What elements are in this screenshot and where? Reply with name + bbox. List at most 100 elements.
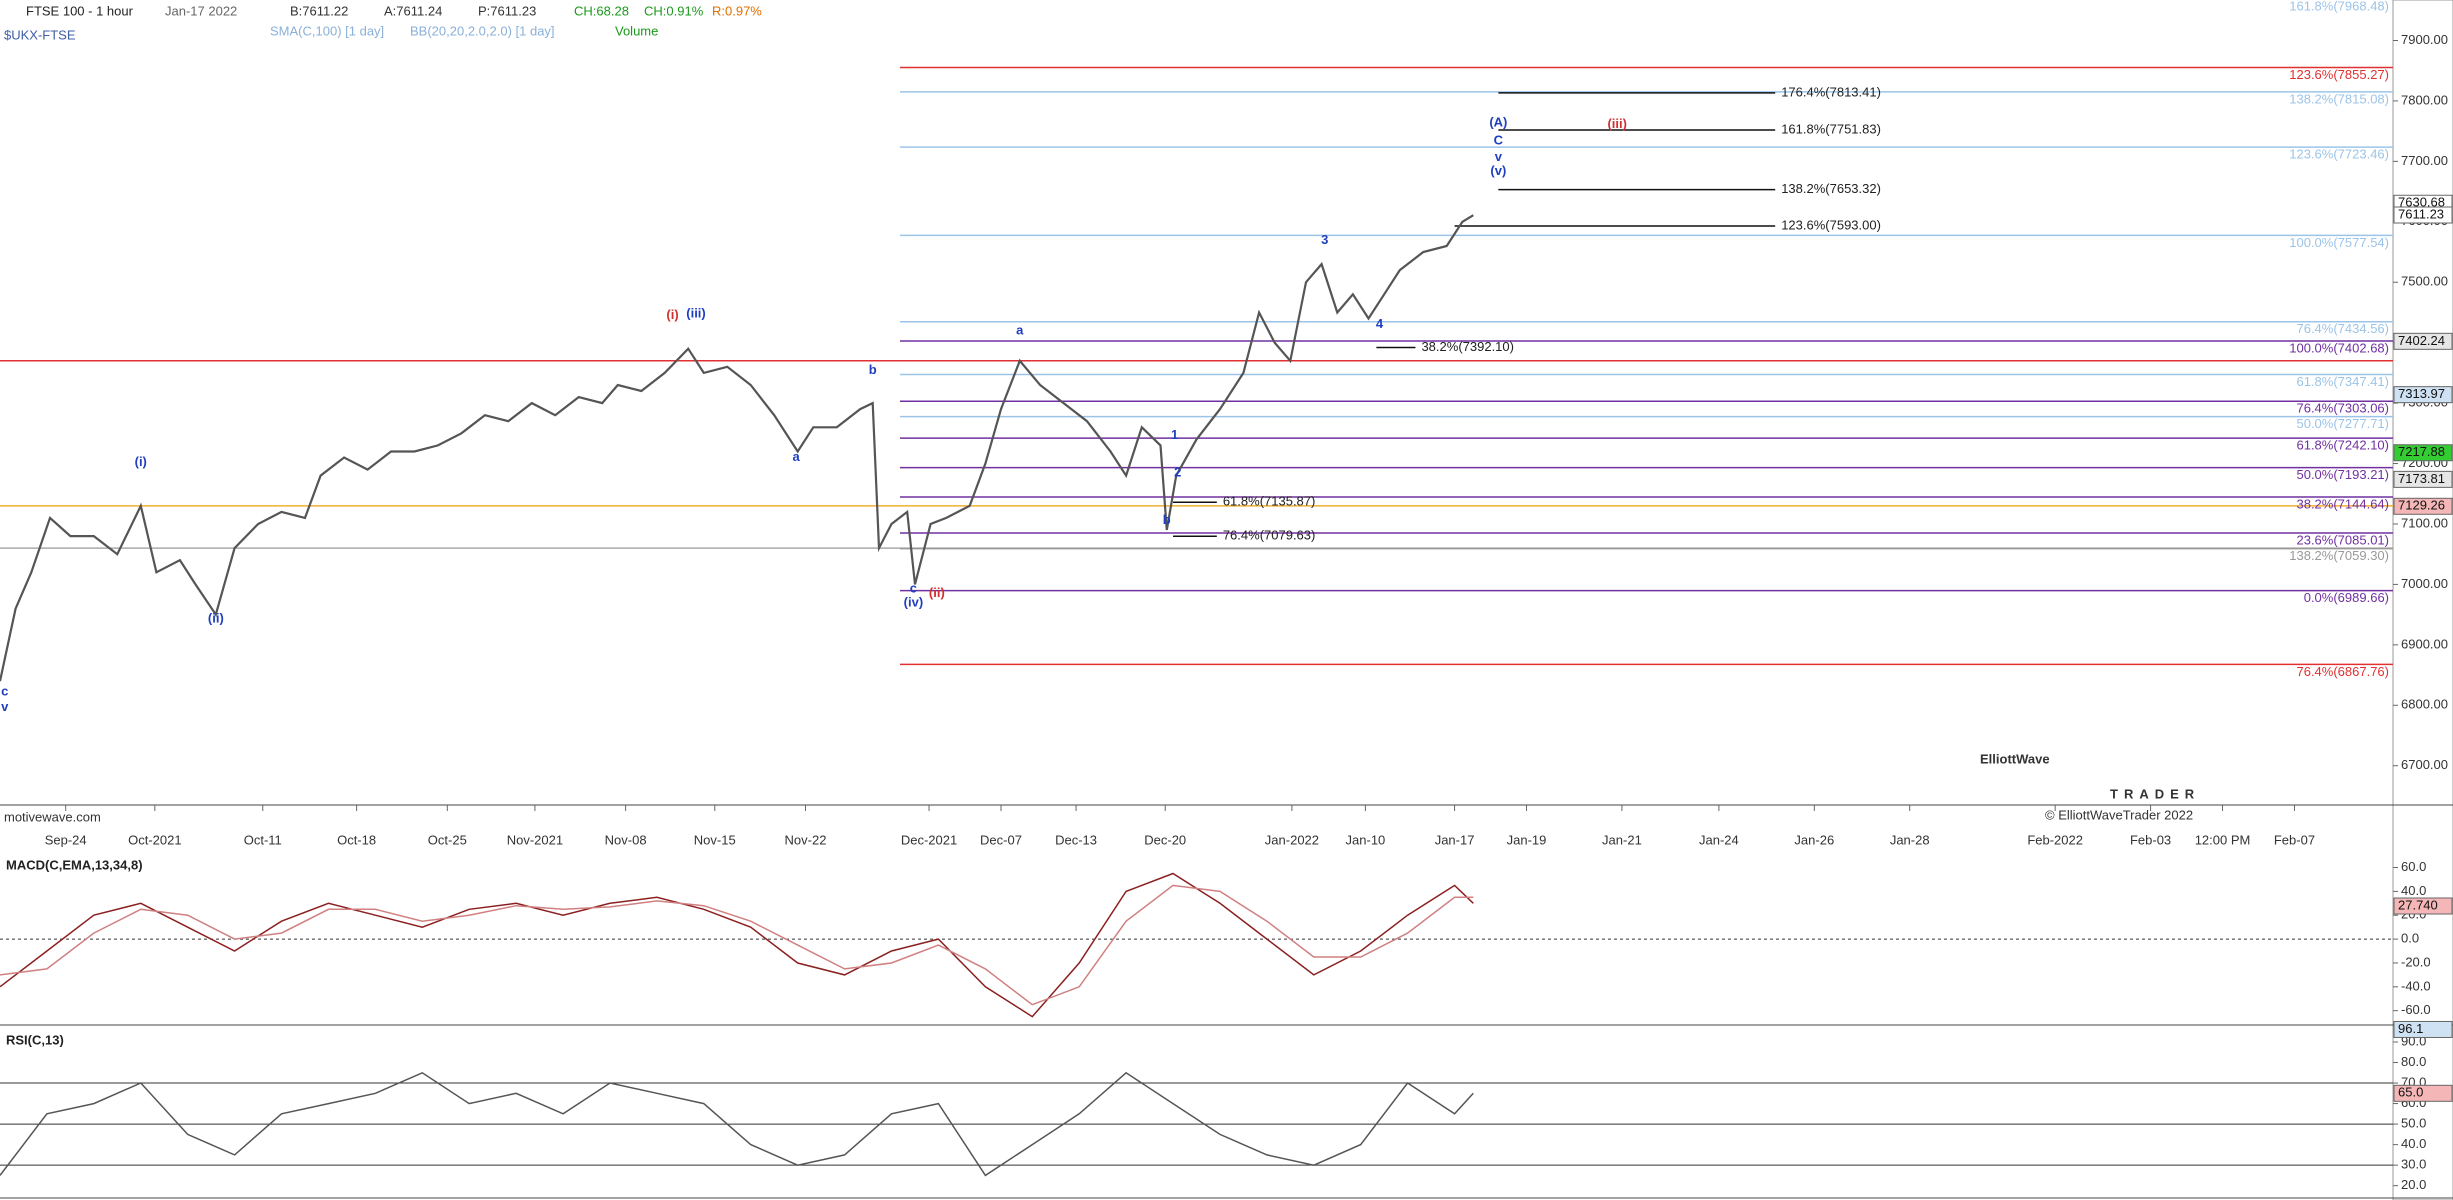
price-tag-label: 7129.26 — [2398, 498, 2445, 513]
price-tag-label: 7611.23 — [2398, 206, 2444, 221]
x-tick-label: Feb-07 — [2274, 832, 2315, 847]
x-tick-label: Oct-25 — [428, 832, 467, 847]
y-tick-label: 6800.00 — [2401, 697, 2448, 712]
wave-label: (i) — [666, 307, 678, 322]
wave-label: b — [869, 362, 877, 377]
y-tick-label: 60.0 — [2401, 859, 2426, 874]
price-tag — [2393, 1020, 2453, 1038]
y-tick-label: 7700.00 — [2401, 153, 2448, 168]
wave-label: c — [1, 683, 8, 698]
fib-label: 123.6%(7723.46) — [2289, 147, 2389, 162]
price-tag — [2393, 470, 2453, 488]
symbol: $UKX-FTSE — [4, 27, 76, 42]
price-tag — [2393, 386, 2453, 404]
projection-label: 161.8%(7751.83) — [1781, 121, 1881, 136]
price-tag — [2393, 497, 2453, 515]
x-tick-label: Jan-19 — [1507, 832, 1547, 847]
wave-label: 3 — [1321, 232, 1328, 247]
x-tick-label: Nov-2021 — [507, 832, 563, 847]
wave-label: (ii) — [208, 610, 224, 625]
wave-label: b — [1163, 512, 1171, 527]
y-tick-label: 20.0 — [2401, 1177, 2426, 1192]
x-tick-label: Dec-20 — [1144, 832, 1186, 847]
x-tick-label: Nov-22 — [785, 832, 827, 847]
logo: ElliottWave — [1980, 751, 2050, 766]
x-tick-label: Jan-2022 — [1265, 832, 1319, 847]
fib-label: 161.8%(7968.48) — [2289, 0, 2389, 14]
price-tag — [2393, 206, 2453, 224]
price-tag — [2393, 897, 2453, 915]
x-tick-label: Jan-28 — [1890, 832, 1930, 847]
wave-label: 1 — [1171, 427, 1178, 442]
projection-label: 138.2%(7653.32) — [1781, 181, 1881, 196]
y-tick-label: 7900.00 — [2401, 32, 2448, 47]
date: Jan-17 2022 — [165, 3, 237, 18]
price-tag — [2393, 444, 2453, 462]
series-line — [0, 884, 1474, 1006]
source: motivewave.com — [4, 809, 101, 824]
y-tick-label: -20.0 — [2401, 954, 2431, 969]
price-tag — [2393, 1084, 2453, 1102]
wave-label: v — [1495, 149, 1503, 164]
projection-label: 38.2%(7392.10) — [1421, 339, 1514, 354]
y-tick-label: 7500.00 — [2401, 274, 2448, 289]
y-tick-label: 6900.00 — [2401, 636, 2448, 651]
projection-label: 76.4%(7079.63) — [1223, 528, 1316, 543]
fib-label: 138.2%(7059.30) — [2289, 548, 2389, 563]
fib-label: 100.0%(7402.68) — [2289, 340, 2389, 355]
y-tick-label: 80.0 — [2401, 1054, 2426, 1069]
y-tick-label: 40.0 — [2401, 883, 2426, 898]
y-tick-label: -40.0 — [2401, 978, 2431, 993]
quote: CH:68.28 — [574, 3, 629, 18]
fib-label: 100.0%(7577.54) — [2289, 235, 2389, 250]
quote: A:7611.24 — [384, 3, 442, 18]
quote: R:0.97% — [712, 3, 762, 18]
y-tick-label: 7100.00 — [2401, 515, 2448, 530]
wave-label: (iv) — [904, 595, 924, 610]
series-line — [0, 1071, 1474, 1177]
fib-label: 61.8%(7242.10) — [2296, 438, 2389, 453]
y-tick-label: 30.0 — [2401, 1157, 2426, 1172]
fib-label: 23.6%(7085.01) — [2296, 532, 2389, 547]
wave-label: a — [792, 449, 800, 464]
fib-label: 76.4%(6867.76) — [2296, 664, 2389, 679]
wave-label: (A) — [1489, 115, 1507, 130]
pane-title: RSI(C,13) — [6, 1032, 64, 1047]
series-line — [0, 214, 1474, 682]
wave-label: 2 — [1174, 465, 1181, 480]
price-tag-label: 7217.88 — [2398, 444, 2445, 459]
wave-label: (iii) — [1607, 116, 1627, 131]
chart-title: FTSE 100 - 1 hour — [26, 3, 134, 18]
wave-label: (i) — [135, 454, 147, 469]
indicator: SMA(C,100) [1 day] — [270, 23, 384, 38]
x-tick-label: Jan-21 — [1602, 832, 1642, 847]
x-tick-label: Dec-2021 — [901, 832, 957, 847]
x-tick-label: Dec-07 — [980, 832, 1022, 847]
fib-label: 123.6%(7855.27) — [2289, 67, 2389, 82]
x-tick-label: Jan-26 — [1794, 832, 1834, 847]
price-tag-label: 7313.97 — [2398, 386, 2445, 401]
y-tick-label: 0.0 — [2401, 931, 2419, 946]
x-tick-label: Feb-2022 — [2027, 832, 2083, 847]
x-tick-label: 12:00 PM — [2195, 832, 2251, 847]
fib-label: 76.4%(7303.06) — [2296, 401, 2389, 416]
x-tick-label: Oct-2021 — [128, 832, 181, 847]
wave-label: (v) — [1490, 163, 1506, 178]
fib-label: 50.0%(7193.21) — [2296, 467, 2389, 482]
price-tag-label: 27.740 — [2398, 897, 2438, 912]
y-tick-label: 7800.00 — [2401, 92, 2448, 107]
fib-label: 38.2%(7144.64) — [2296, 496, 2389, 511]
y-tick-label: 40.0 — [2401, 1136, 2426, 1151]
quote: P:7611.23 — [478, 3, 536, 18]
y-tick-label: 50.0 — [2401, 1116, 2426, 1131]
indicator: Volume — [615, 23, 658, 38]
wave-label: a — [1016, 323, 1024, 338]
x-tick-label: Dec-13 — [1055, 832, 1097, 847]
projection-label: 176.4%(7813.41) — [1781, 84, 1881, 99]
quote: CH:0.91% — [644, 3, 704, 18]
fib-label: 76.4%(7434.56) — [2296, 321, 2389, 336]
y-tick-label: -60.0 — [2401, 1002, 2431, 1017]
pane-title: MACD(C,EMA,13,34,8) — [6, 857, 143, 872]
x-tick-label: Jan-17 — [1435, 832, 1475, 847]
